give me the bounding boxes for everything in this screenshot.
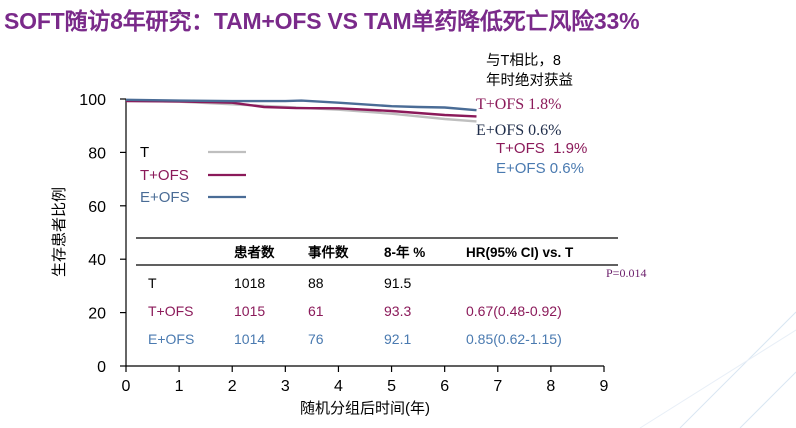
x-tick-label: 1 [175, 378, 184, 395]
y-tick-label: 60 [88, 199, 106, 216]
table-header-cell: 患者数 [234, 244, 275, 260]
table-cell: 76 [308, 331, 324, 347]
x-tick-label: 7 [493, 378, 502, 395]
benefit-label: E+OFS 0.6% [496, 160, 584, 177]
table-row-label: T [148, 275, 157, 291]
table-header-cell: 8-年 % [384, 244, 425, 260]
x-tick-label: 5 [387, 378, 396, 395]
y-axis-label: 生存患者比例 [51, 187, 68, 277]
y-tick-label: 100 [79, 92, 106, 109]
table-row-label: E+OFS [148, 331, 194, 347]
table-cell: 93.3 [384, 303, 411, 319]
y-tick-label: 40 [88, 252, 106, 269]
table-row-label: T+OFS [148, 303, 194, 319]
x-tick-label: 0 [122, 378, 131, 395]
curve-t [125, 99, 477, 123]
table-cell: 1014 [234, 331, 265, 347]
benefit-header-line2: 年时绝对获益 [486, 72, 573, 89]
table-cell: 1015 [234, 303, 265, 319]
benefit-header-line1: 与T相比，8 [486, 52, 561, 69]
y-tick-label: 80 [88, 145, 106, 162]
y-tick-label: 0 [97, 359, 106, 376]
x-axis-label: 随机分组后时间(年) [300, 400, 430, 417]
table-cell: 0.85(0.62-1.15) [466, 331, 562, 347]
table-header-cell: HR(95% CI) vs. T [466, 245, 574, 260]
table-cell: 0.67(0.48-0.92) [466, 303, 562, 319]
y-tick-label: 20 [88, 306, 106, 323]
x-tick-label: 6 [440, 378, 449, 395]
table-cell: 88 [308, 275, 324, 291]
x-tick-label: 9 [600, 378, 609, 395]
p-value: P=0.014 [606, 266, 646, 280]
slide-title: SOFT随访8年研究：TAM+OFS VS TAM单药降低死亡风险33% [4, 8, 640, 34]
x-tick-label: 2 [228, 378, 237, 395]
benefit-label: E+OFS 0.6% [476, 122, 561, 139]
benefit-label: T+OFS 1.8% [476, 96, 561, 113]
x-tick-label: 3 [281, 378, 290, 395]
table-cell: 61 [308, 303, 324, 319]
legend-label: E+OFS [140, 189, 190, 206]
table-header-cell: 事件数 [308, 244, 349, 260]
x-tick-label: 8 [546, 378, 555, 395]
table-cell: 1018 [234, 275, 265, 291]
curve-t-ofs [125, 99, 477, 118]
table-cell: 91.5 [384, 275, 411, 291]
benefit-label: T+OFS 1.9% [496, 140, 587, 157]
x-tick-label: 4 [334, 378, 343, 395]
legend-label: T+OFS [140, 167, 189, 184]
curve-e-ofs [125, 98, 477, 112]
table-cell: 92.1 [384, 331, 411, 347]
legend-label: T [140, 144, 149, 161]
